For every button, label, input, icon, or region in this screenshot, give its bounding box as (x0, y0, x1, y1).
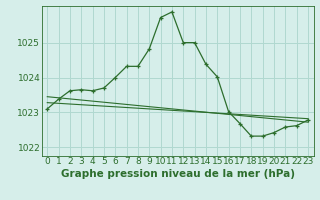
X-axis label: Graphe pression niveau de la mer (hPa): Graphe pression niveau de la mer (hPa) (60, 169, 295, 179)
